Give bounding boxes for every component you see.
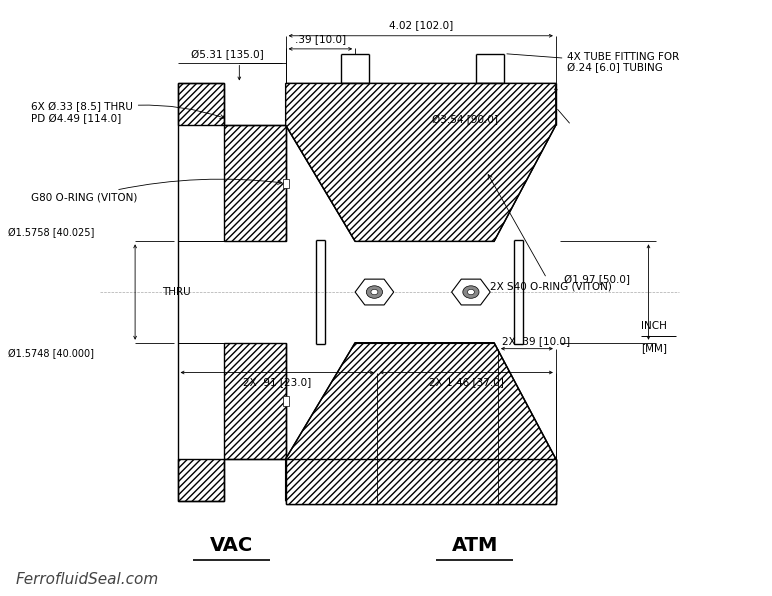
Polygon shape	[355, 279, 394, 305]
Text: ATM: ATM	[452, 536, 498, 555]
Text: THRU: THRU	[162, 287, 191, 297]
Polygon shape	[286, 459, 556, 504]
Text: .39 [10.0]: .39 [10.0]	[295, 34, 346, 44]
Text: [MM]: [MM]	[641, 343, 667, 353]
Polygon shape	[224, 343, 286, 459]
Text: Ø1.97 [50.0]: Ø1.97 [50.0]	[564, 275, 629, 285]
Circle shape	[468, 290, 474, 295]
Polygon shape	[283, 396, 289, 405]
Text: Ø1.5748 [40.000]: Ø1.5748 [40.000]	[8, 349, 93, 359]
Text: 2X S40 O-RING (VITON): 2X S40 O-RING (VITON)	[488, 175, 612, 291]
Text: VAC: VAC	[210, 536, 253, 555]
Text: Ø5.31 [135.0]: Ø5.31 [135.0]	[191, 49, 264, 60]
Text: FerrofluidSeal.com: FerrofluidSeal.com	[15, 572, 159, 587]
Text: G80 O-RING (VITON): G80 O-RING (VITON)	[31, 179, 282, 203]
Circle shape	[463, 286, 479, 298]
Circle shape	[367, 286, 383, 298]
Text: 6X Ø.33 [8.5] THRU
PD Ø4.49 [114.0]: 6X Ø.33 [8.5] THRU PD Ø4.49 [114.0]	[31, 103, 224, 124]
Polygon shape	[286, 83, 556, 241]
Text: 2X .39 [10.0]: 2X .39 [10.0]	[502, 336, 570, 346]
Polygon shape	[178, 83, 224, 125]
Text: 4.02 [102.0]: 4.02 [102.0]	[388, 20, 453, 30]
Text: INCH: INCH	[641, 321, 667, 331]
Polygon shape	[452, 279, 490, 305]
Circle shape	[371, 290, 378, 295]
Text: Ø3.54 [90.0]: Ø3.54 [90.0]	[432, 116, 498, 125]
Polygon shape	[178, 459, 224, 501]
Polygon shape	[286, 343, 556, 501]
Text: 4X TUBE FITTING FOR
Ø.24 [6.0] TUBING: 4X TUBE FITTING FOR Ø.24 [6.0] TUBING	[507, 52, 679, 73]
Text: 2X 1.46 [37.0]: 2X 1.46 [37.0]	[429, 377, 503, 387]
Polygon shape	[224, 125, 286, 241]
Text: Ø1.5758 [40.025]: Ø1.5758 [40.025]	[8, 228, 94, 238]
Text: 2X .91 [23.0]: 2X .91 [23.0]	[243, 377, 311, 387]
Polygon shape	[283, 179, 289, 188]
